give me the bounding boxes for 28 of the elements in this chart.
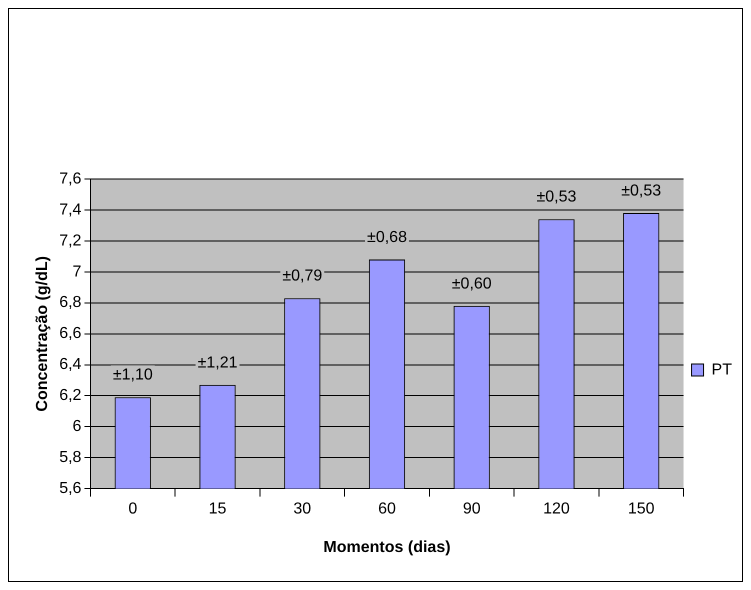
y-tick-label: 6,8 (59, 294, 82, 312)
annotation: ±1,10 (112, 366, 153, 384)
annotation: ±0,68 (367, 228, 408, 246)
y-tick-label: 6,6 (59, 325, 82, 342)
x-tick-label: 90 (462, 500, 481, 518)
y-tick-label: 5,8 (59, 449, 82, 466)
y-tick-label: 6,2 (59, 387, 82, 404)
y-tick-label: 7,2 (59, 232, 82, 250)
x-tick-label: 150 (628, 500, 655, 518)
y-axis-title: Concentração (g/dL) (34, 256, 52, 412)
y-tick-label: 7,4 (59, 201, 82, 218)
x-tick-label: 60 (378, 500, 396, 518)
x-axis-title: Momentos (dias) (323, 538, 451, 556)
y-tick-label: 5,6 (59, 480, 82, 498)
x-tick-label: 120 (543, 500, 570, 518)
y-tick-label: 7,6 (59, 170, 82, 188)
annotation: ±0,53 (621, 182, 662, 200)
x-tick-label: 30 (293, 500, 312, 518)
annotation: ±0,60 (452, 275, 492, 292)
x-tick-label: 0 (128, 500, 138, 518)
legend-label: PT (712, 361, 732, 378)
annotation: ±0,79 (282, 268, 322, 285)
annotation: ±0,53 (536, 188, 577, 206)
annotation: ±1,21 (198, 354, 238, 372)
y-tick-label: 6,4 (59, 356, 82, 374)
y-tick-label: 7 (72, 263, 82, 280)
x-tick-label: 15 (208, 500, 227, 518)
y-tick-label: 6 (72, 418, 82, 436)
